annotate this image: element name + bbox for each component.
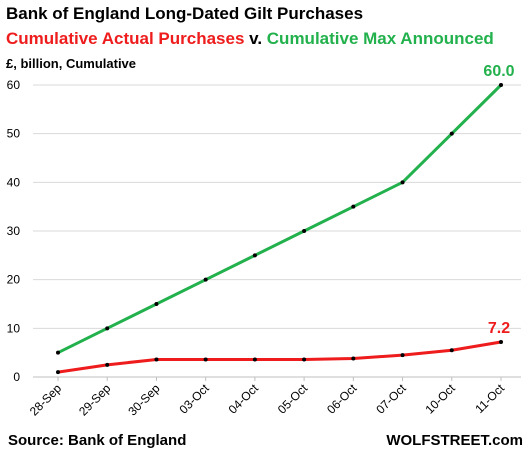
y-tick-label: 60 [7,78,21,92]
data-point [449,348,454,353]
x-tick-label: 30-Sep [125,381,162,418]
x-tick-label: 28-Sep [27,381,64,418]
data-label-end: 60.0 [483,63,514,80]
series-line-max-announced [56,83,503,355]
data-point [56,350,60,355]
y-tick-label: 40 [7,175,21,189]
data-point [252,253,257,258]
subtitle-max: Cumulative Max Announced [266,29,494,48]
x-tick-label: 11-Oct [472,381,507,416]
chart-subtitle: Cumulative Actual Purchases v. Cumulativ… [6,29,494,49]
chart-title: Bank of England Long-Dated Gilt Purchase… [6,4,364,23]
data-point [252,357,257,362]
data-point [154,357,159,362]
source-note: Source: Bank of England [8,432,187,449]
x-tick-label: 10-Oct [423,381,459,417]
y-tick-label: 30 [7,224,21,238]
y-tick-label: 50 [7,127,21,141]
data-point [499,83,503,87]
x-tick-label: 05-Oct [275,381,311,417]
x-tick-label: 06-Oct [324,381,360,417]
data-point [105,362,110,367]
subtitle-actual: Cumulative Actual Purchases [6,29,245,48]
data-point [203,357,208,362]
x-tick-label: 04-Oct [226,381,262,417]
data-point [499,339,503,344]
data-point [351,204,356,209]
subtitle-separator: v. [244,29,267,48]
y-tick-label: 10 [7,321,21,335]
data-label-end: 7.2 [488,320,510,337]
brand-watermark: WOLFSTREET.com [386,432,523,449]
data-point [154,302,159,306]
data-point [400,180,405,185]
data-point [449,131,454,136]
y-tick-label: 0 [13,370,20,384]
series-line-actual-purchases [56,340,503,374]
y-axis-label: £, billion, Cumulative [6,56,137,71]
data-point [56,370,60,375]
x-tick-label: 07-Oct [373,381,409,417]
x-tick-label: 03-Oct [176,381,212,417]
data-point [105,326,110,331]
data-point [302,357,307,362]
data-point [203,277,208,282]
y-tick-label: 20 [7,273,21,287]
data-point [351,356,356,361]
data-point [302,229,307,233]
x-tick-label: 29-Sep [76,381,113,418]
data-point [400,353,405,358]
